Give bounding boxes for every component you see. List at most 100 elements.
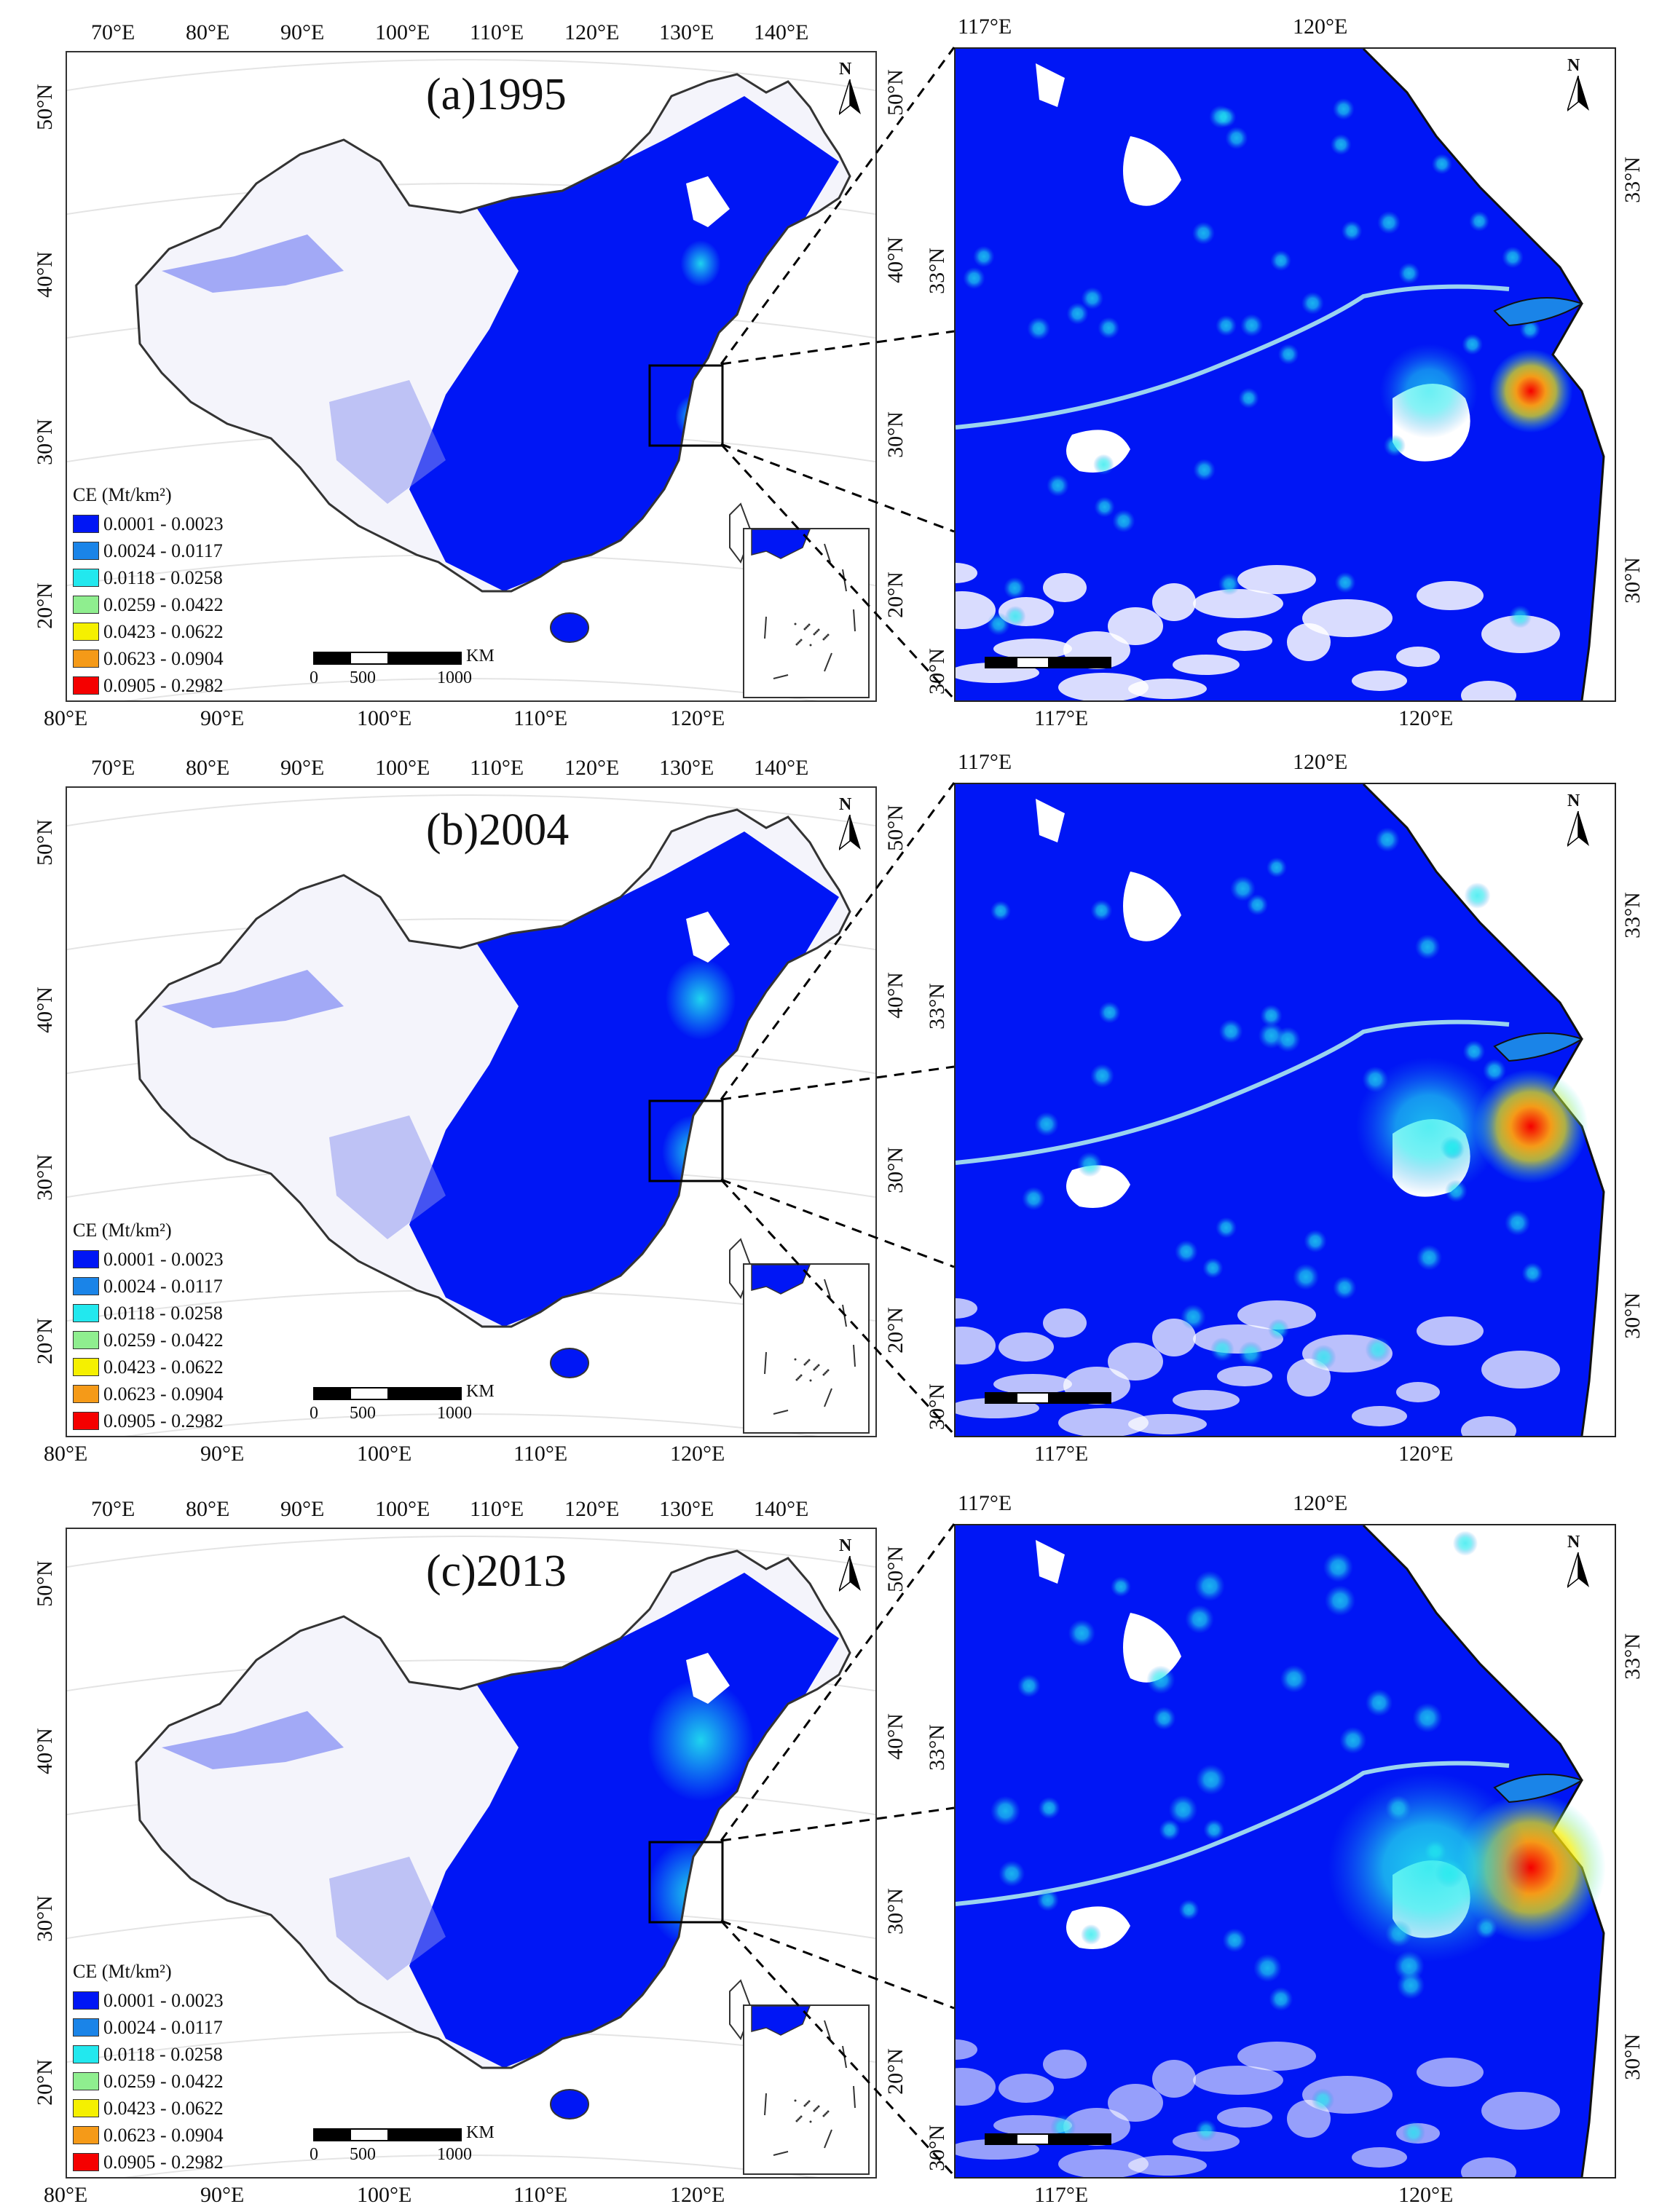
east-china-sea	[1363, 1525, 1615, 2177]
legend-item: 0.0423 - 0.0622	[73, 618, 262, 645]
zoom-lat-tick-left: 33°N	[924, 1724, 949, 1771]
lon-tick-top: 90°E	[280, 756, 325, 780]
non-emission-area	[956, 591, 996, 629]
city-hotspot	[1504, 1209, 1531, 1236]
city-hotspot	[1202, 1257, 1224, 1279]
north-arrow-icon	[1567, 811, 1589, 847]
city-hotspot	[1333, 1276, 1357, 1300]
legend-label: 0.0001 - 0.0023	[103, 1248, 224, 1270]
legend-label: 0.0905 - 0.2982	[103, 2151, 224, 2173]
city-hotspot	[1178, 1899, 1200, 1921]
legend-item: 0.0905 - 0.2982	[73, 1407, 262, 1434]
panel-row: N (a)1995 CE (Mt/km²) 0.0001 - 0.0023 0.0024…	[0, 0, 1670, 735]
non-emission-area	[1173, 1390, 1240, 1410]
hainan-island	[550, 612, 589, 643]
legend-swatch	[73, 1358, 99, 1376]
scale-label: 0	[310, 2145, 318, 2164]
non-emission-area	[1108, 2084, 1163, 2122]
lon-tick-bottom: 120°E	[670, 2183, 725, 2207]
emission-region-southwest	[329, 380, 446, 504]
city-hotspot	[1034, 1112, 1059, 1137]
lat-tick-right: 30°N	[883, 1888, 907, 1935]
city-hotspot	[1304, 1229, 1327, 1253]
scale-label: 500	[350, 668, 376, 687]
city-hotspot	[1047, 474, 1069, 497]
zoom-extent-box	[648, 364, 724, 447]
yangtze-delta-hotspot	[1328, 1773, 1530, 1962]
emission-hotspot-north	[680, 240, 721, 287]
lon-tick-bottom: 110°E	[513, 1442, 568, 1466]
city-hotspot	[1462, 1040, 1486, 1063]
lat-tick-left: 30°N	[32, 419, 57, 465]
city-hotspot	[1311, 2088, 1335, 2112]
non-emission-area	[999, 2074, 1054, 2103]
legend-label: 0.0118 - 0.0258	[103, 1302, 223, 1324]
panel-title: (c)2013	[426, 1547, 567, 1596]
luoma-lake	[1036, 63, 1065, 107]
zoom-lon-tick-bottom: 117°E	[1034, 1442, 1089, 1466]
lat-tick-right: 40°N	[883, 237, 907, 283]
panel-title: (b)2004	[426, 805, 570, 855]
legend-swatch	[73, 2099, 99, 2117]
lat-tick-left: 30°N	[32, 1895, 57, 1942]
city-hotspot	[1452, 1530, 1478, 1556]
non-emission-area	[1152, 583, 1196, 621]
city-hotspot	[1180, 1304, 1206, 1330]
city-hotspot	[1080, 1924, 1102, 1946]
city-hotspot	[1036, 1889, 1060, 1912]
luoma-lake	[1036, 799, 1065, 842]
non-emission-area	[1108, 1343, 1163, 1380]
city-hotspot	[1521, 1262, 1543, 1284]
legend: CE (Mt/km²) 0.0001 - 0.0023 0.0024 - 0.011…	[73, 1961, 262, 2176]
yangtze-river	[956, 1019, 1510, 1165]
legend-item: 0.0905 - 0.2982	[73, 2149, 262, 2176]
city-hotspot	[1110, 1576, 1132, 1597]
city-hotspot	[1112, 509, 1135, 533]
legend-title: CE (Mt/km²)	[73, 484, 172, 505]
lon-tick-bottom: 80°E	[44, 706, 88, 730]
city-hotspot	[1004, 606, 1026, 628]
panel-row: N (b)2004 CE (Mt/km²) 0.0001 - 0.0023 0.0024…	[0, 735, 1670, 1471]
non-emission-area	[1058, 673, 1149, 700]
legend: CE (Mt/km²) 0.0001 - 0.0023 0.0024 - 0.011…	[73, 484, 262, 699]
city-hotspot	[1469, 210, 1490, 232]
city-hotspot	[1218, 573, 1241, 596]
north-arrow-icon	[1567, 76, 1589, 111]
legend-swatch	[73, 1331, 99, 1349]
scale-bar	[313, 1387, 462, 1400]
zoom-map	[956, 49, 1615, 700]
lat-tick-left: 40°N	[32, 251, 57, 298]
scale-label: 1000	[437, 1404, 472, 1423]
city-hotspot	[973, 245, 995, 268]
zoom-lat-tick-left: 30°N	[924, 648, 949, 695]
legend-label: 0.0259 - 0.0422	[103, 1329, 224, 1351]
bohai-sea	[686, 176, 730, 227]
zoom-lat-tick-right: 33°N	[1620, 1633, 1645, 1680]
legend: CE (Mt/km²) 0.0001 - 0.0023 0.0024 - 0.011…	[73, 1220, 262, 1434]
north-arrow: N	[1567, 1533, 1589, 1589]
city-hotspot	[1323, 1552, 1353, 1583]
emission-hotspot-north	[665, 958, 736, 1040]
non-emission-area	[1352, 671, 1407, 691]
lon-tick-top: 110°E	[470, 20, 524, 44]
lat-tick-left: 20°N	[32, 1318, 57, 1364]
scale-unit: KM	[466, 647, 495, 665]
legend-label: 0.0001 - 0.0023	[103, 1989, 224, 2011]
city-hotspot	[1093, 454, 1114, 475]
legend-label: 0.0905 - 0.2982	[103, 1410, 224, 1431]
scale-label: 500	[350, 1404, 376, 1423]
non-emission-area	[1417, 2058, 1484, 2087]
lon-tick-top: 80°E	[186, 1497, 230, 1521]
north-arrow: N	[1567, 56, 1589, 112]
scale-label: 500	[350, 2145, 376, 2164]
zoom-lon-tick-top: 120°E	[1293, 750, 1348, 774]
lon-tick-top: 120°E	[564, 1497, 620, 1521]
legend-label: 0.0259 - 0.0422	[103, 2070, 224, 2092]
lat-tick-left: 50°N	[32, 819, 57, 866]
city-hotspot	[963, 266, 985, 290]
emission-region-southwest	[329, 1115, 446, 1239]
city-hotspot	[1365, 1688, 1393, 1717]
lon-tick-top: 70°E	[91, 20, 135, 44]
city-hotspot	[1152, 1706, 1176, 1730]
lat-tick-right: 30°N	[883, 411, 907, 458]
